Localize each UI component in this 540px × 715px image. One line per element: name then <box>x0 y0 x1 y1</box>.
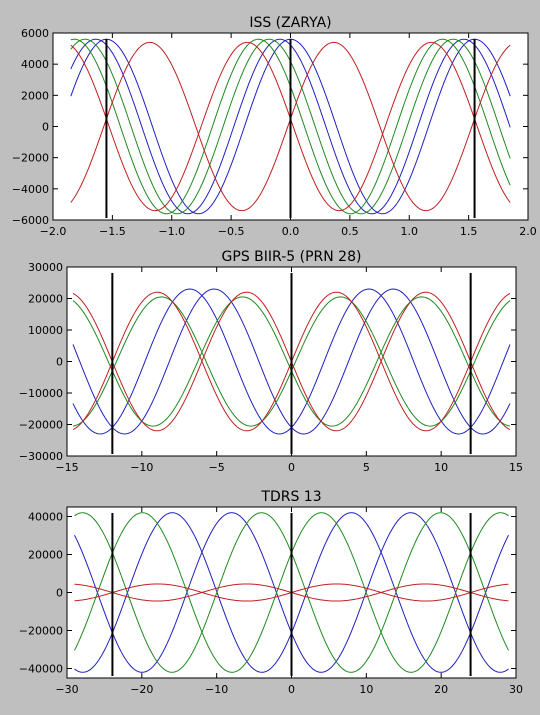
y-tick-label: −2000 <box>12 152 49 165</box>
x-tick-label: −10 <box>130 461 153 474</box>
x-tick-label: −2.0 <box>40 225 67 238</box>
chart-panel-2: −15 −10 −5 0 5 10 15 −30000 −20000 −10000 0 10000 20… <box>19 249 523 474</box>
y-tick-label: 4000 <box>21 58 49 71</box>
x-tick-label: 2.0 <box>519 225 537 238</box>
x-tick-label: 0 <box>288 683 295 696</box>
x-tick-label: −15 <box>55 461 78 474</box>
y-tick-label: −20000 <box>19 625 63 638</box>
chart-title: TDRS 13 <box>260 489 321 505</box>
chart-title: GPS BIIR-5 (PRN 28) <box>222 249 362 265</box>
y-tick-label: 0 <box>42 121 49 134</box>
y-tick-label: −10000 <box>19 387 63 400</box>
x-tick-label: −1.5 <box>99 225 126 238</box>
y-tick-label: 0 <box>56 356 63 369</box>
y-tick-label: −30000 <box>19 450 63 463</box>
x-tick-label: 0.5 <box>341 225 359 238</box>
y-tick-label: 10000 <box>28 324 63 337</box>
y-tick-label: −4000 <box>12 183 49 196</box>
chart-panel-1: −2.0 −1.5 −1.0 −0.5 0.0 0.5 1.0 1.5 2.0 −6000 −400… <box>12 15 537 238</box>
chart-title: ISS (ZARYA) <box>249 15 331 31</box>
x-tick-label: 1.0 <box>401 225 419 238</box>
x-tick-label: −30 <box>55 683 78 696</box>
x-tick-label: 15 <box>509 461 523 474</box>
x-tick-label: 0 <box>288 461 295 474</box>
x-tick-label: 20 <box>434 683 448 696</box>
x-tick-label: 10 <box>434 461 448 474</box>
chart-panel-3: −30 −20 −10 0 10 20 30 −40000 −20000 0 20000 40000 T… <box>19 489 523 696</box>
y-tick-label: 20000 <box>28 549 63 562</box>
x-tick-label: 10 <box>359 683 373 696</box>
y-tick-label: −6000 <box>12 214 49 227</box>
y-tick-label: 2000 <box>21 89 49 102</box>
y-tick-label: 30000 <box>28 261 63 274</box>
y-tick-label: −40000 <box>19 663 63 676</box>
x-tick-label: −20 <box>130 683 153 696</box>
y-tick-label: −20000 <box>19 419 63 432</box>
x-tick-label: −5 <box>209 461 225 474</box>
x-tick-label: −0.5 <box>218 225 245 238</box>
y-tick-label: 6000 <box>21 27 49 40</box>
y-tick-label: 0 <box>56 587 63 600</box>
y-tick-label: 40000 <box>28 511 63 524</box>
y-tick-label: 20000 <box>28 293 63 306</box>
x-tick-label: 5 <box>363 461 370 474</box>
x-tick-label: 0.0 <box>282 225 300 238</box>
x-tick-label: −1.0 <box>158 225 185 238</box>
x-tick-label: −10 <box>205 683 228 696</box>
x-tick-label: 1.5 <box>460 225 478 238</box>
x-tick-label: 30 <box>509 683 523 696</box>
